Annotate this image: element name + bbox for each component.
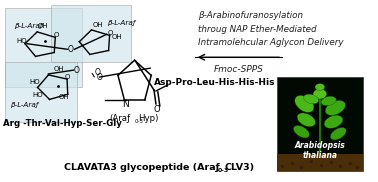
Text: O: O bbox=[97, 73, 102, 82]
Bar bbox=[51, 5, 131, 62]
Text: throug NAP Ether-Mediated: throug NAP Ether-Mediated bbox=[198, 25, 316, 33]
Text: thaliana: thaliana bbox=[302, 151, 338, 160]
Bar bbox=[277, 154, 363, 171]
Text: 0-3: 0-3 bbox=[135, 119, 144, 124]
Text: 0-3: 0-3 bbox=[218, 168, 229, 173]
Ellipse shape bbox=[321, 96, 336, 106]
Text: O: O bbox=[53, 32, 59, 38]
Ellipse shape bbox=[313, 89, 327, 99]
Text: N: N bbox=[122, 100, 129, 109]
Ellipse shape bbox=[330, 127, 346, 140]
Ellipse shape bbox=[315, 84, 325, 90]
Text: β-Arabinofuranosylation: β-Arabinofuranosylation bbox=[198, 11, 303, 20]
Text: (Araƒ: (Araƒ bbox=[109, 114, 130, 123]
Text: β-L-Araƒ: β-L-Araƒ bbox=[11, 102, 39, 108]
Bar bbox=[5, 62, 77, 122]
Text: CLAVATA3 glycopeptide (Araƒ: CLAVATA3 glycopeptide (Araƒ bbox=[64, 163, 220, 172]
Text: CLV3): CLV3) bbox=[225, 163, 255, 172]
Text: OH: OH bbox=[38, 23, 49, 29]
Text: O: O bbox=[73, 66, 79, 75]
Ellipse shape bbox=[324, 115, 343, 128]
Text: Asp-Pro-Leu-His-His-His: Asp-Pro-Leu-His-His-His bbox=[154, 78, 276, 87]
Bar bbox=[5, 8, 82, 87]
Text: O: O bbox=[68, 45, 73, 54]
Text: Hyp): Hyp) bbox=[138, 114, 159, 123]
Text: O: O bbox=[65, 74, 70, 80]
Text: O: O bbox=[95, 68, 101, 77]
Text: HO: HO bbox=[17, 38, 27, 44]
Ellipse shape bbox=[295, 95, 314, 112]
Ellipse shape bbox=[304, 94, 319, 104]
Bar bbox=[277, 77, 363, 171]
Text: HO: HO bbox=[32, 92, 43, 98]
Text: HO: HO bbox=[29, 79, 40, 85]
Ellipse shape bbox=[325, 100, 345, 115]
Text: OH: OH bbox=[59, 94, 69, 100]
Ellipse shape bbox=[293, 126, 310, 138]
Text: O: O bbox=[153, 105, 160, 114]
Text: O: O bbox=[108, 30, 113, 36]
Text: β-L-Araƒ: β-L-Araƒ bbox=[14, 23, 43, 29]
Text: Intramolehcular Aglycon Delivery: Intramolehcular Aglycon Delivery bbox=[198, 38, 343, 47]
Text: Arg -Thr-Val-Hyp-Ser-Gly: Arg -Thr-Val-Hyp-Ser-Gly bbox=[3, 119, 121, 128]
Text: OH: OH bbox=[54, 66, 64, 72]
Ellipse shape bbox=[297, 113, 315, 127]
Text: Arabidopsis: Arabidopsis bbox=[294, 141, 345, 150]
Text: Fmoc-SPPS: Fmoc-SPPS bbox=[214, 65, 263, 74]
Text: OH: OH bbox=[92, 21, 103, 27]
Text: OH: OH bbox=[112, 34, 122, 40]
Text: β-L-Araƒ: β-L-Araƒ bbox=[107, 19, 136, 25]
